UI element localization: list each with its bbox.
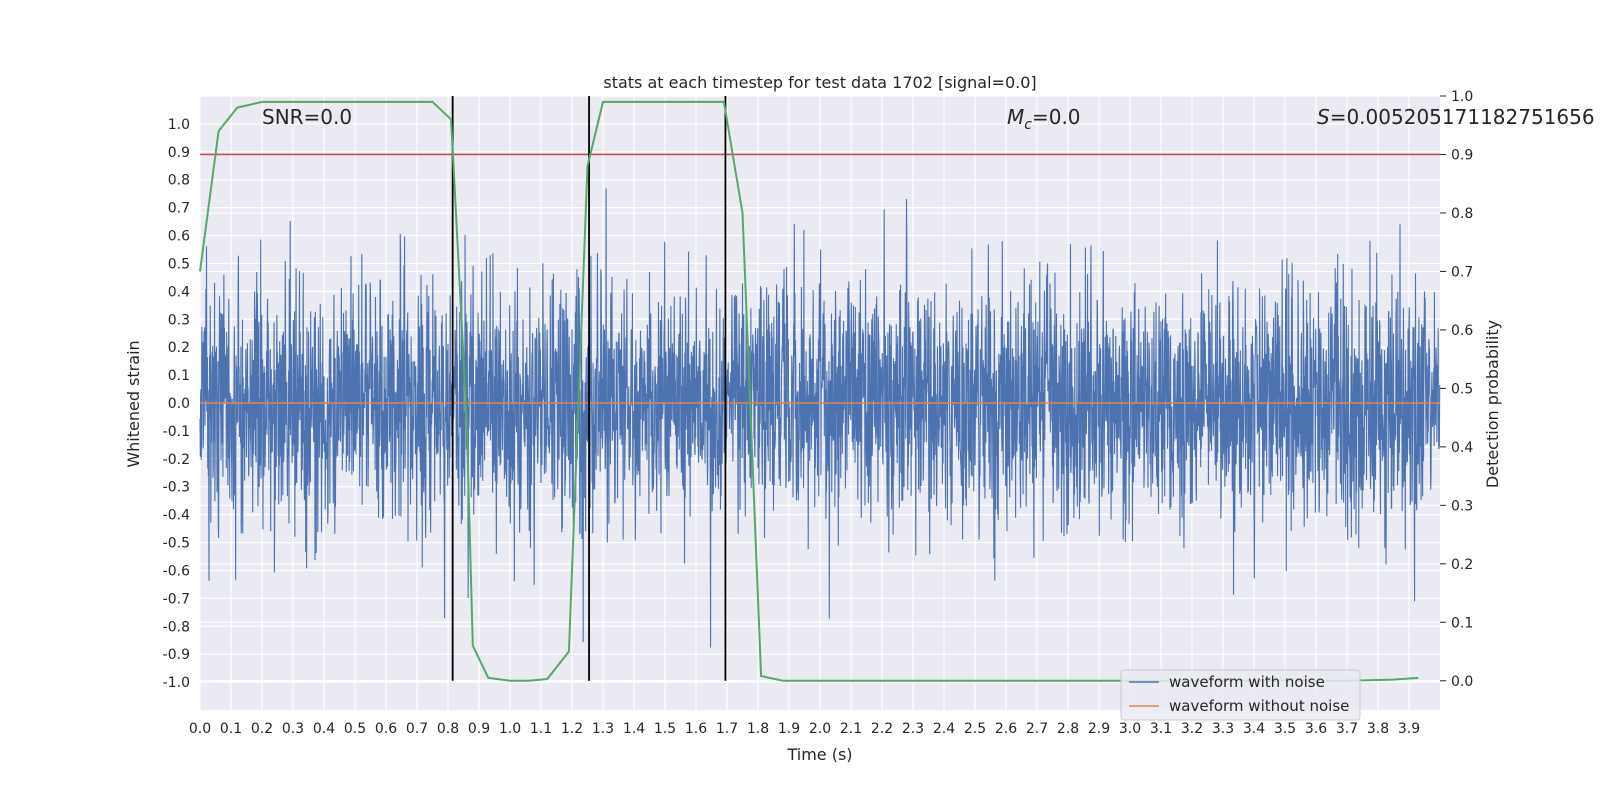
- y-tick-label: 0.7: [168, 201, 190, 217]
- y-tick-label: -0.7: [163, 591, 190, 607]
- y-tick-label: 0.9: [168, 145, 190, 161]
- x-tick-label: 0.6: [375, 721, 397, 737]
- y2-tick-label: 1.0: [1451, 89, 1473, 105]
- x-tick-label: 0.1: [220, 721, 242, 737]
- y-axis-ticks: 1.0 0.9 0.8 0.7 0.6 0.5 0.4 0.3 0.2 0.1 0.0 -0.1 -0.…: [163, 117, 190, 691]
- y2-tick-label: 0.9: [1451, 147, 1473, 163]
- x-tick-label: 2.4: [933, 721, 955, 737]
- x-tick-label: 1.8: [747, 721, 769, 737]
- y-tick-label: -0.4: [163, 508, 190, 524]
- y-tick-label: 0.6: [168, 229, 190, 245]
- x-tick-label: 3.5: [1274, 721, 1296, 737]
- y-axis-label: Whitened strain: [124, 340, 143, 467]
- x-tick-label: 0.3: [282, 721, 304, 737]
- y2-tick-label: 0.3: [1451, 498, 1473, 514]
- y2-axis-ticks: 1.0 0.9 0.8 0.7 0.6 0.5 0.4 0.3 0.2 0.1 0.0: [1440, 89, 1473, 690]
- x-tick-label: 0.7: [406, 721, 428, 737]
- y2-tick-label: 0.8: [1451, 206, 1473, 222]
- legend-label-waveform-without-noise: waveform without noise: [1169, 697, 1349, 715]
- y-tick-label: -0.9: [163, 647, 190, 663]
- x-tick-label: 3.9: [1398, 721, 1420, 737]
- y2-tick-label: 0.2: [1451, 557, 1473, 573]
- x-tick-label: 1.7: [716, 721, 738, 737]
- y2-tick-label: 0.6: [1451, 323, 1473, 339]
- x-tick-label: 1.5: [654, 721, 676, 737]
- y-tick-label: -1.0: [163, 675, 190, 691]
- s-annotation: S=0.005205171182751656: [1317, 105, 1595, 129]
- x-tick-label: 2.6: [995, 721, 1017, 737]
- legend-box: [1120, 669, 1361, 721]
- y2-tick-label: 0.1: [1451, 615, 1473, 631]
- y-tick-label: -0.2: [163, 452, 190, 468]
- x-tick-label: 2.1: [840, 721, 862, 737]
- x-axis-label: Time (s): [786, 745, 852, 764]
- x-tick-label: 1.9: [778, 721, 800, 737]
- y-tick-label: -0.3: [163, 480, 190, 496]
- y-tick-label: 0.1: [168, 368, 190, 384]
- legend: waveform with noise waveform without noi…: [1120, 669, 1361, 721]
- x-tick-label: 3.3: [1212, 721, 1234, 737]
- x-tick-label: 2.9: [1088, 721, 1110, 737]
- chirp-mass-annotation: Mc=0.0: [1007, 105, 1081, 133]
- y-tick-label: 0.2: [168, 340, 190, 356]
- x-tick-label: 3.8: [1367, 721, 1389, 737]
- x-tick-label: 1.6: [685, 721, 707, 737]
- y-tick-label: -0.8: [163, 619, 190, 635]
- x-tick-label: 3.6: [1305, 721, 1327, 737]
- y-tick-label: 0.4: [168, 284, 190, 300]
- x-tick-label: 3.2: [1181, 721, 1203, 737]
- x-tick-label: 2.2: [871, 721, 893, 737]
- x-tick-label: 1.4: [623, 721, 645, 737]
- x-tick-label: 0.5: [344, 721, 366, 737]
- y-tick-label: -0.5: [163, 536, 190, 552]
- y2-tick-label: 0.5: [1451, 381, 1473, 397]
- y-tick-label: 1.0: [168, 117, 190, 133]
- x-axis-ticks: 0.0 0.1 0.2 0.3 0.4 0.5 0.6 0.7 0.8 0.9 1.0 1.1 1.2 1…: [189, 721, 1420, 737]
- x-tick-label: 1.0: [499, 721, 521, 737]
- x-tick-label: 0.0: [189, 721, 211, 737]
- y-tick-label: -0.6: [163, 563, 190, 579]
- overlay-lines: [199, 96, 1440, 682]
- y2-axis-label: Detection probability: [1483, 320, 1502, 488]
- x-tick-label: 3.7: [1336, 721, 1358, 737]
- x-tick-label: 3.0: [1119, 721, 1141, 737]
- series-waveform-with-noise: [199, 188, 1441, 648]
- x-tick-label: 1.1: [530, 721, 552, 737]
- x-tick-label: 2.3: [902, 721, 924, 737]
- y-tick-label: -0.1: [163, 424, 190, 440]
- x-tick-label: 3.4: [1243, 721, 1265, 737]
- y2-tick-label: 0.0: [1451, 674, 1473, 690]
- waveform-with-noise-line: [199, 188, 1441, 648]
- y-tick-label: 0.5: [168, 256, 190, 272]
- y-tick-label: 0.8: [168, 173, 190, 189]
- x-tick-label: 1.3: [592, 721, 614, 737]
- y-tick-label: 0.3: [168, 312, 190, 328]
- x-tick-label: 0.2: [251, 721, 273, 737]
- x-tick-label: 0.4: [313, 721, 335, 737]
- y2-tick-label: 0.4: [1451, 440, 1473, 456]
- x-tick-label: 1.2: [561, 721, 583, 737]
- chart-title: stats at each timestep for test data 170…: [603, 73, 1036, 92]
- snr-annotation: SNR=0.0: [262, 105, 352, 129]
- x-tick-label: 2.7: [1026, 721, 1048, 737]
- x-tick-label: 2.0: [809, 721, 831, 737]
- x-tick-label: 3.1: [1150, 721, 1172, 737]
- detection-probability-line: [199, 100, 1419, 682]
- y2-tick-label: 0.7: [1451, 264, 1473, 280]
- x-tick-label: 2.5: [964, 721, 986, 737]
- x-tick-label: 0.9: [468, 721, 490, 737]
- x-tick-label: 2.8: [1057, 721, 1079, 737]
- x-tick-label: 0.8: [437, 721, 459, 737]
- y-tick-label: 0.0: [168, 396, 190, 412]
- legend-label-waveform-with-noise: waveform with noise: [1169, 673, 1325, 691]
